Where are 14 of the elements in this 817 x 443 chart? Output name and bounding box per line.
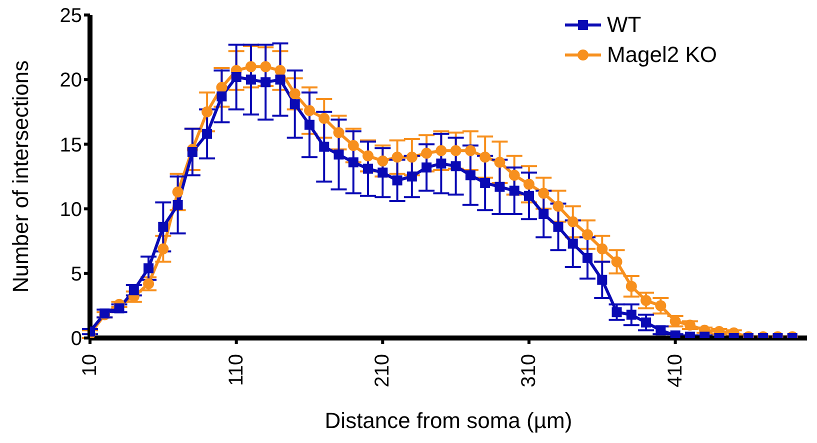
y-tick-label: 25 — [60, 5, 82, 28]
x-axis-title: Distance from soma (µm) — [324, 408, 572, 433]
y-tick-label: 5 — [70, 264, 82, 286]
x-tick-label: 310 — [518, 354, 540, 388]
x-tick-label: 110 — [225, 354, 248, 386]
legend-label: Magel2 KO — [606, 41, 717, 69]
x-tick-label: 410 — [664, 354, 686, 388]
y-tick-label: 10 — [60, 198, 82, 221]
y-tick-label: 20 — [60, 70, 82, 92]
legend-label: WT — [606, 11, 642, 39]
y-tick-label: 0 — [70, 328, 82, 350]
y-axis-title: Number of intersections — [8, 60, 33, 293]
y-tick-label: 15 — [60, 134, 82, 156]
x-tick-label: 210 — [372, 354, 394, 388]
